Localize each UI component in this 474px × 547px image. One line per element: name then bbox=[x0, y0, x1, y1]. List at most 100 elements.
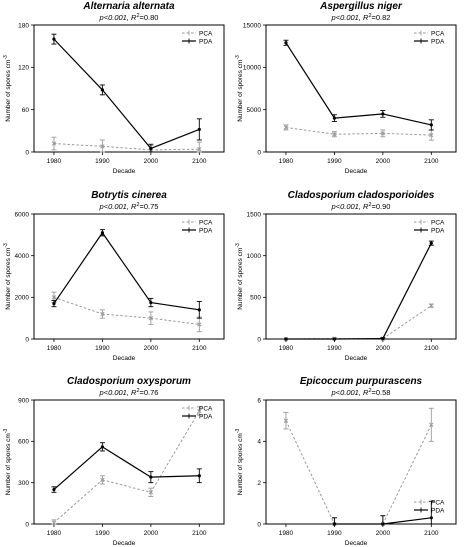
plot-frame bbox=[265, 24, 457, 153]
series-pca bbox=[283, 303, 434, 342]
y-tick-label: 6 bbox=[257, 397, 261, 404]
series-line-segment bbox=[53, 232, 103, 304]
y-tick-label: 6000 bbox=[15, 211, 30, 218]
stat-p: p<0.001, bbox=[99, 388, 132, 397]
stat-value: =0.76 bbox=[140, 388, 159, 397]
chart-title: Aspergillus niger bbox=[319, 1, 403, 12]
data-point bbox=[197, 127, 201, 132]
x-tick-label: 1990 bbox=[95, 158, 110, 165]
series-line-segment bbox=[150, 475, 200, 478]
legend-item-pca: PCA bbox=[414, 30, 445, 37]
series-line-segment bbox=[382, 305, 432, 339]
series-pca bbox=[283, 124, 434, 141]
legend-item-pda: PDA bbox=[414, 227, 445, 234]
series-line-segment bbox=[53, 446, 103, 491]
data-point bbox=[149, 300, 153, 305]
y-axis-label: Number of spores cm-3 bbox=[235, 428, 244, 495]
legend-item-pca: PCA bbox=[414, 499, 445, 506]
stat-sup: 2 bbox=[368, 202, 371, 208]
data-point bbox=[381, 522, 385, 526]
stat-p: p<0.001, bbox=[331, 13, 364, 22]
data-point bbox=[100, 477, 105, 483]
legend-label: PDA bbox=[431, 507, 445, 514]
data-point bbox=[100, 311, 105, 317]
plot-frame bbox=[265, 399, 457, 525]
data-point bbox=[52, 301, 56, 306]
data-point bbox=[52, 37, 56, 41]
y-tick-label: 0 bbox=[257, 149, 261, 156]
series-pda bbox=[331, 500, 434, 526]
data-point bbox=[380, 131, 386, 136]
data-point bbox=[332, 522, 336, 526]
y-tick-label: 5000 bbox=[247, 107, 262, 114]
plot-frame bbox=[33, 24, 225, 153]
y-axis-label-text: Number of spores cm bbox=[5, 433, 12, 495]
stat-value: =0.58 bbox=[372, 388, 391, 397]
legend-item-pca: PCA bbox=[414, 219, 445, 226]
stat-p: p<0.001, bbox=[99, 13, 132, 22]
legend-item-pda: PDA bbox=[414, 38, 445, 45]
x-tick-label: 2100 bbox=[424, 345, 439, 352]
x-tick-label: 1990 bbox=[327, 345, 342, 352]
x-tick-label: 2100 bbox=[424, 530, 439, 537]
y-tick-label: 60 bbox=[22, 107, 30, 114]
data-point bbox=[283, 125, 289, 130]
legend-item-pca: PCA bbox=[182, 30, 213, 37]
x-tick-label: 2000 bbox=[144, 345, 159, 352]
data-point bbox=[332, 132, 337, 137]
series-line-segment bbox=[150, 410, 200, 493]
legend-item-pda: PDA bbox=[414, 507, 445, 514]
data-point bbox=[100, 88, 104, 92]
series-line-segment bbox=[334, 113, 383, 119]
legend-label: PDA bbox=[199, 38, 213, 45]
y-tick-label: 4000 bbox=[15, 253, 30, 260]
data-point bbox=[149, 475, 153, 479]
x-axis-label: Decade bbox=[345, 540, 368, 547]
stat-sup: 2 bbox=[368, 388, 371, 394]
x-tick-label: 2000 bbox=[144, 158, 159, 165]
y-axis-label-sup: -3 bbox=[235, 428, 241, 433]
y-axis-label-sup: -3 bbox=[235, 243, 241, 248]
y-tick-label: 0 bbox=[257, 336, 261, 343]
data-point bbox=[429, 422, 434, 427]
x-axis-label: Decade bbox=[345, 168, 368, 175]
legend-label: PCA bbox=[199, 405, 213, 412]
legend-label: PDA bbox=[431, 227, 445, 234]
y-tick-label: 10000 bbox=[243, 65, 261, 72]
data-point bbox=[429, 303, 434, 308]
stat-sup: 2 bbox=[368, 13, 371, 19]
legend-label: PDA bbox=[199, 227, 213, 234]
y-axis-label-text: Number of spores cm bbox=[5, 248, 12, 310]
series-line-segment bbox=[53, 296, 103, 315]
stat-r: R bbox=[363, 202, 369, 211]
series-line-segment bbox=[285, 42, 335, 119]
series-line-segment bbox=[382, 113, 432, 126]
series-line-segment bbox=[285, 126, 335, 135]
x-tick-label: 1980 bbox=[279, 345, 294, 352]
series-line-segment bbox=[101, 232, 152, 303]
chart-title: Alternaria alternata bbox=[82, 1, 175, 12]
data-point bbox=[197, 322, 202, 327]
x-axis-label: Decade bbox=[113, 540, 136, 547]
data-point bbox=[429, 123, 433, 127]
x-axis-label: Decade bbox=[345, 355, 368, 362]
data-point bbox=[332, 116, 336, 120]
x-tick-label: 1990 bbox=[95, 345, 110, 352]
chart-title: Cladosporium cladosporioides bbox=[288, 190, 435, 201]
data-point bbox=[100, 445, 104, 449]
x-tick-label: 1980 bbox=[47, 158, 62, 165]
chart-stat: p<0.001, R2=0.76 bbox=[99, 388, 159, 397]
y-tick-label: 120 bbox=[18, 65, 29, 72]
chart-stat: p<0.001, R2=0.75 bbox=[99, 202, 159, 211]
stat-sup: 2 bbox=[136, 13, 139, 19]
series-pda bbox=[283, 39, 434, 131]
series-pca bbox=[51, 136, 202, 153]
series-pca bbox=[283, 407, 434, 527]
y-axis-label-sup: -3 bbox=[235, 55, 241, 60]
stat-value: =0.82 bbox=[372, 13, 391, 22]
legend-label: PCA bbox=[431, 30, 445, 37]
chart-title: Epicoccum purpurascens bbox=[300, 376, 423, 387]
x-tick-label: 1990 bbox=[327, 158, 342, 165]
y-tick-label: 900 bbox=[18, 397, 29, 404]
